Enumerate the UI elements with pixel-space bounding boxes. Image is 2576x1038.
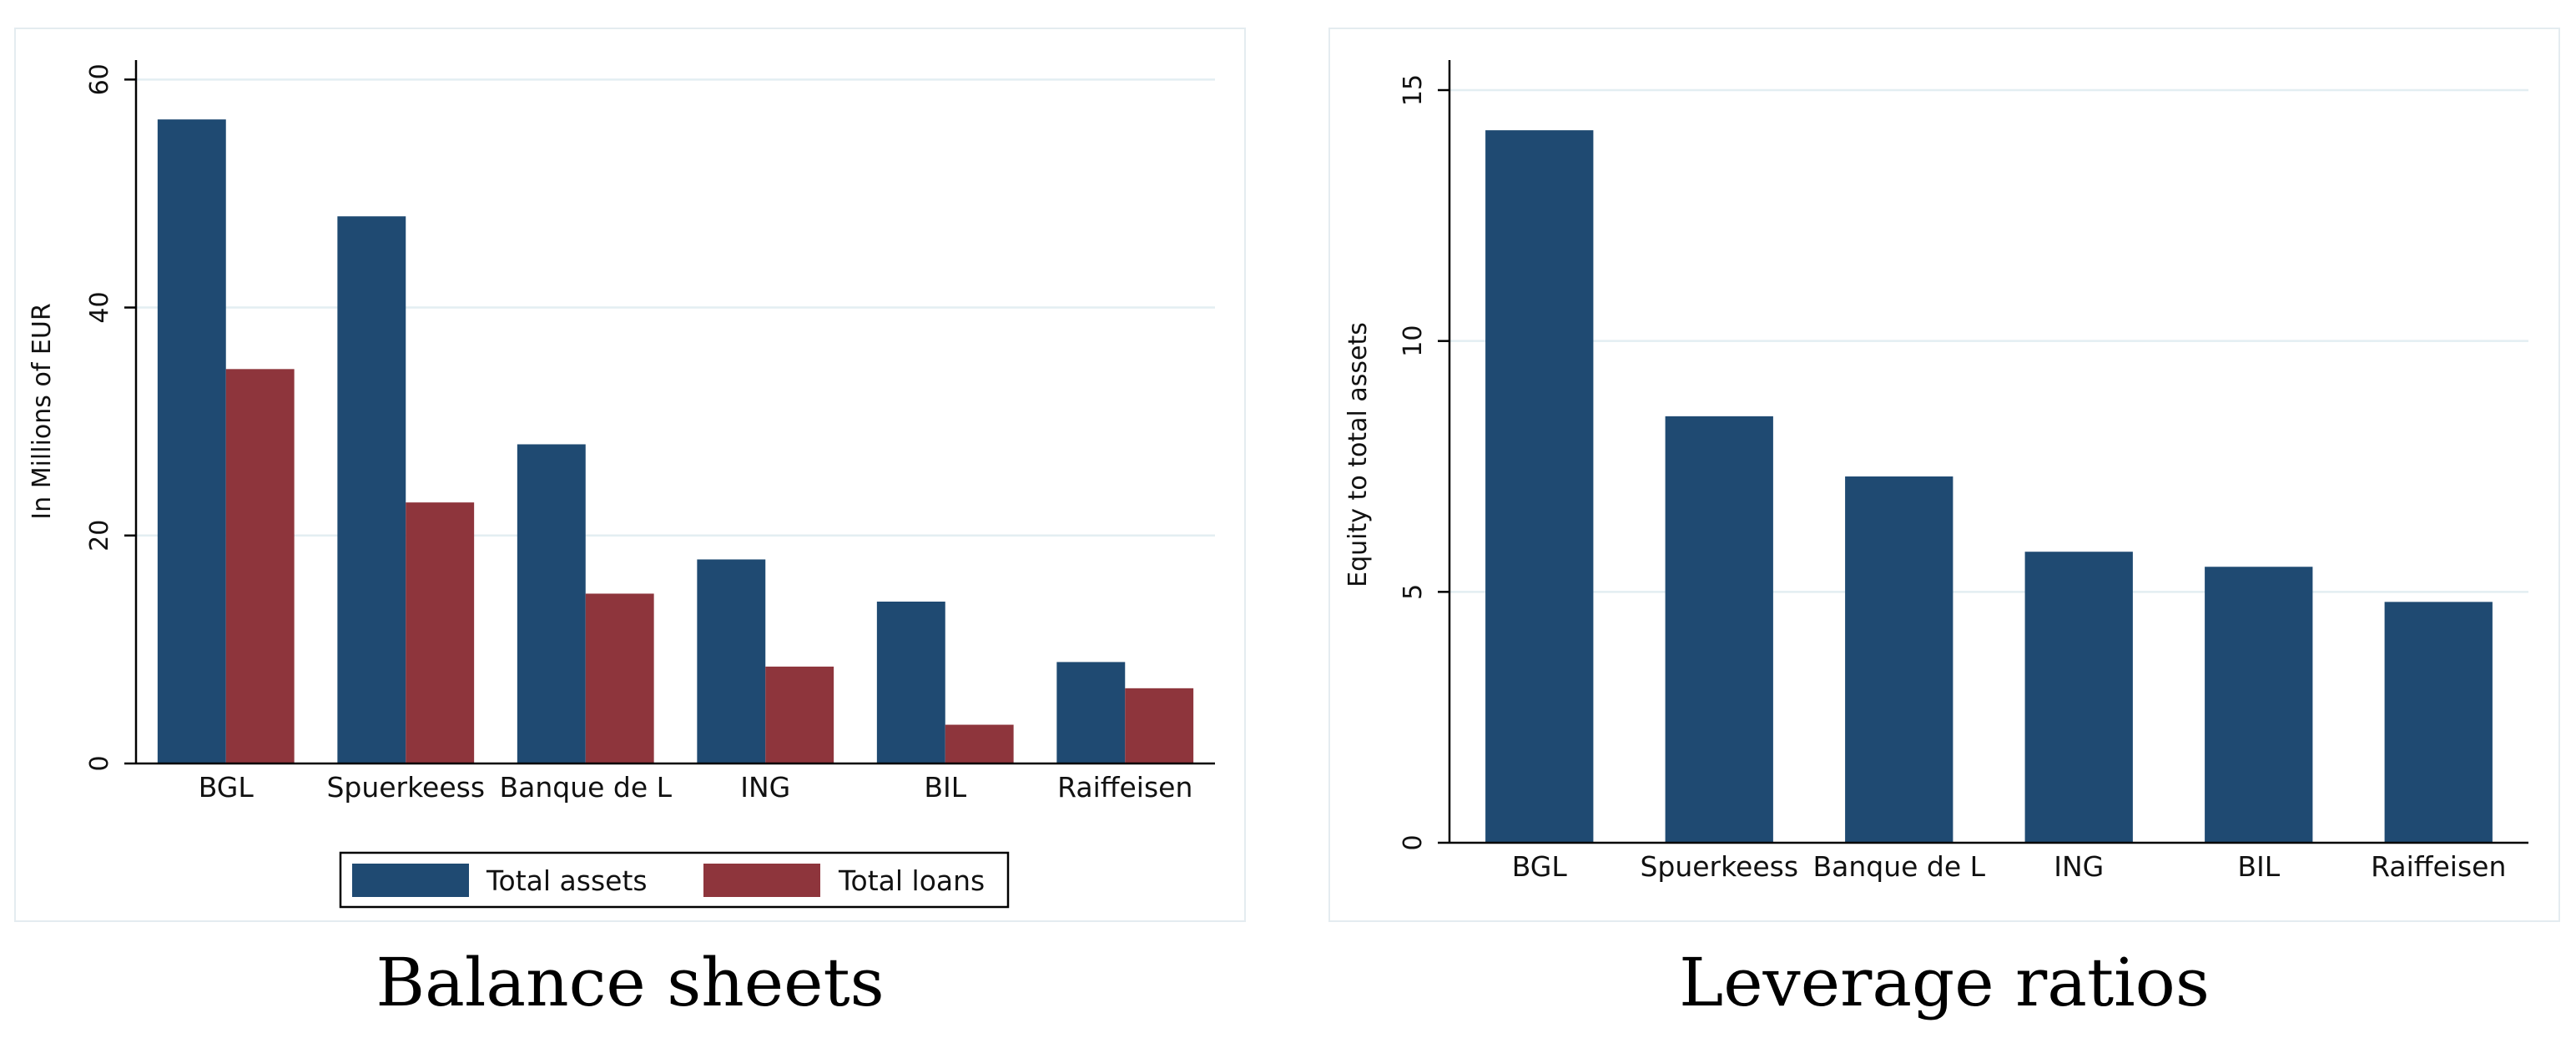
bar-total-loans-banque-de-l [585,593,654,763]
legend-swatch [703,864,820,897]
y-tick-label: 20 [85,520,114,552]
bar-equity-to-total-assets-bgl [1485,130,1594,843]
y-tick-label: 60 [85,63,114,95]
x-tick-label: ING [740,771,790,804]
bar-total-assets-spuerkeess [337,216,406,763]
bar-equity-to-total-assets-banque-de-l [1845,476,1953,843]
bar-total-assets-banque-de-l [517,444,586,763]
bar-equity-to-total-assets-raiffeisen [2384,602,2493,843]
leverage-ratios-chart: 0 5 10 15 BGL Spuerkeess Banque de L ING BIL Rai… [1328,28,2560,922]
legend-label: Total assets [486,864,648,897]
bar-total-loans-spuerkeess [406,502,475,763]
legend-swatch [352,864,469,897]
x-tick-label: BGL [199,771,255,804]
bar-total-assets-bil [876,602,945,763]
y-tick-label: 40 [85,291,114,323]
bar-total-loans-bil [945,724,1014,763]
x-tick-label: BIL [2237,850,2280,883]
legend: Total assets Total loans [339,851,1010,909]
y-tick-label: 15 [1399,74,1428,106]
balance-sheets-chart: 0 20 40 60 BGL Spuerkeess Banque de L ING BIL Ra… [14,28,1246,922]
bar-equity-to-total-assets-ing [2024,552,2133,843]
y-tick-label: 5 [1399,584,1428,600]
bar-total-loans-ing [765,666,834,763]
x-tick-label: Spuerkeess [326,771,485,804]
bar-equity-to-total-assets-bil [2205,567,2313,843]
bar-total-loans-bgl [225,369,295,763]
x-tick-label: Raiffeisen [2371,850,2506,883]
x-tick-label: Banque de L [499,771,672,804]
bar-total-assets-raiffeisen [1056,662,1126,763]
x-tick-label: BGL [1512,850,1568,883]
bar-equity-to-total-assets-spuerkeess [1665,416,1773,843]
bar-total-loans-raiffeisen [1125,688,1194,763]
legend-label: Total loans [838,864,985,897]
x-tick-label: Banque de L [1812,850,1985,883]
left-caption: Balance sheets [376,944,884,1021]
y-tick-label: 0 [85,755,114,771]
right-caption: Leverage ratios [1679,944,2210,1021]
bar-total-assets-ing [697,559,766,763]
y-axis-label: In Millions of EUR [28,303,57,519]
x-tick-label: Spuerkeess [1640,850,1798,883]
x-tick-label: Raiffeisen [1057,771,1192,804]
y-tick-label: 0 [1399,834,1428,850]
y-tick-label: 10 [1399,325,1428,357]
y-axis-label: Equity to total assets [1343,322,1373,587]
bar-total-assets-bgl [157,119,226,764]
x-tick-label: BIL [924,771,966,804]
x-tick-label: ING [2054,850,2104,883]
